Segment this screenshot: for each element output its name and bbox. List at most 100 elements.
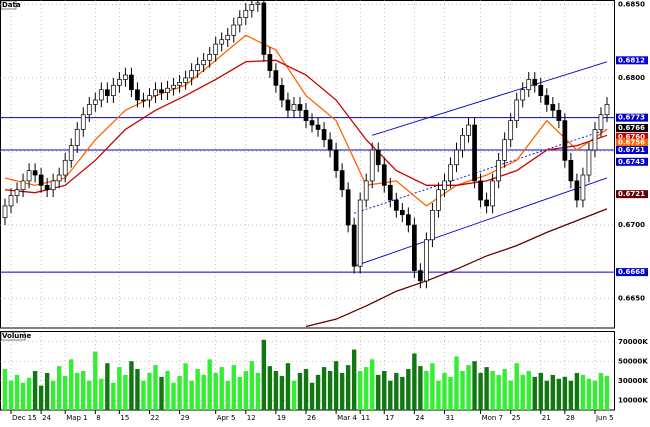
candle-body <box>243 9 249 19</box>
x-tick-label: 25 <box>512 414 521 422</box>
volume-bar <box>388 380 393 410</box>
volume-bar <box>237 376 242 410</box>
candle-body <box>466 124 471 136</box>
volume-bar <box>50 380 56 410</box>
volume-bar <box>370 359 375 410</box>
candle-body <box>111 84 116 96</box>
candle-body <box>273 70 279 86</box>
volume-bar <box>466 365 471 410</box>
volume-bar <box>273 371 279 410</box>
candle-body <box>393 199 399 211</box>
volume-bar <box>26 377 32 410</box>
x-tick-label: 22 <box>150 414 159 422</box>
candle-body <box>490 180 495 207</box>
price-tag <box>616 132 648 141</box>
price-tag-label: 0.6743 <box>618 158 645 166</box>
volume-tick-label: 10000K <box>618 396 648 404</box>
candle-body <box>363 180 369 201</box>
price-tag-label: 0.6751 <box>618 146 645 154</box>
candle-body <box>520 89 526 101</box>
candle-body <box>604 104 610 116</box>
price-tag-label: 0.6721 <box>618 190 645 198</box>
price-tag-label: 0.6812 <box>618 56 645 64</box>
volume-bar <box>225 380 230 410</box>
volume-bar <box>496 374 501 410</box>
candle-body <box>104 89 110 96</box>
candle-body <box>315 124 321 130</box>
candle-body <box>321 129 327 141</box>
volume-bar <box>129 361 134 410</box>
candle-body <box>532 79 538 86</box>
candle-body <box>249 4 255 11</box>
candle-body <box>44 184 50 191</box>
candle-body <box>508 120 514 141</box>
volume-bar <box>291 380 297 410</box>
volume-bar <box>490 371 495 410</box>
title-box <box>0 0 17 10</box>
candle-body <box>291 104 297 111</box>
x-tick-label: 31 <box>445 414 454 422</box>
candle-body <box>418 270 423 282</box>
candle-body <box>387 184 393 201</box>
candle-body <box>502 139 508 161</box>
candle-body <box>562 120 568 161</box>
volume-bar <box>243 371 248 410</box>
volume-bar <box>81 371 86 410</box>
volume-bar <box>213 372 218 410</box>
x-tick-label: 12 <box>247 414 256 422</box>
candle-body <box>8 195 14 207</box>
candle-body <box>412 224 417 271</box>
x-tick-label: 26 <box>307 414 316 422</box>
x-tick-label: 17 <box>385 414 394 422</box>
volume-bar <box>436 380 441 410</box>
candle-body <box>74 129 80 146</box>
volume-bar <box>195 369 200 410</box>
candle-body <box>484 199 489 207</box>
candle-body <box>442 180 447 191</box>
candle-body <box>62 159 68 176</box>
volume-bar <box>159 376 164 410</box>
candle-body <box>381 164 387 186</box>
volume-bar <box>279 375 285 410</box>
candle-body <box>345 189 351 226</box>
volume-bar <box>171 382 176 410</box>
volume-bar <box>255 372 261 410</box>
candle-body <box>117 79 122 86</box>
candle-body <box>357 199 363 267</box>
volume-bar <box>526 371 531 410</box>
volume-bar <box>345 365 351 410</box>
volume-bar <box>357 371 363 410</box>
candle-body <box>399 209 405 216</box>
candle-body <box>14 189 20 196</box>
chart-title: Data <box>2 1 21 9</box>
volume-bar <box>297 372 303 410</box>
volume-bar <box>376 374 381 410</box>
candle-body <box>38 174 44 186</box>
volume-bar <box>32 371 38 410</box>
x-tick-label: Apr 5 <box>217 414 236 422</box>
candle-body <box>201 59 207 66</box>
volume-bar <box>189 380 194 410</box>
volume-bar <box>183 363 188 410</box>
price-tag <box>616 138 648 147</box>
candle-body <box>231 24 237 36</box>
volume-bar <box>135 369 140 410</box>
volume-bar <box>333 361 339 410</box>
candle-body <box>171 84 176 89</box>
volume-bar <box>315 374 321 410</box>
volume-bar <box>538 372 543 410</box>
volume-bar <box>309 382 315 410</box>
candle-body <box>430 209 435 241</box>
y-tick-label: 0.6650 <box>618 295 645 303</box>
candle-body <box>20 180 26 191</box>
candle-body <box>183 77 188 83</box>
volume-bar <box>141 380 146 410</box>
candle-body <box>135 89 140 101</box>
candle-body <box>219 39 225 45</box>
volume-bar <box>598 372 604 410</box>
candle-body <box>92 99 98 105</box>
candle-body <box>32 170 38 176</box>
price-tag <box>616 56 648 65</box>
volume-bar <box>249 361 255 410</box>
